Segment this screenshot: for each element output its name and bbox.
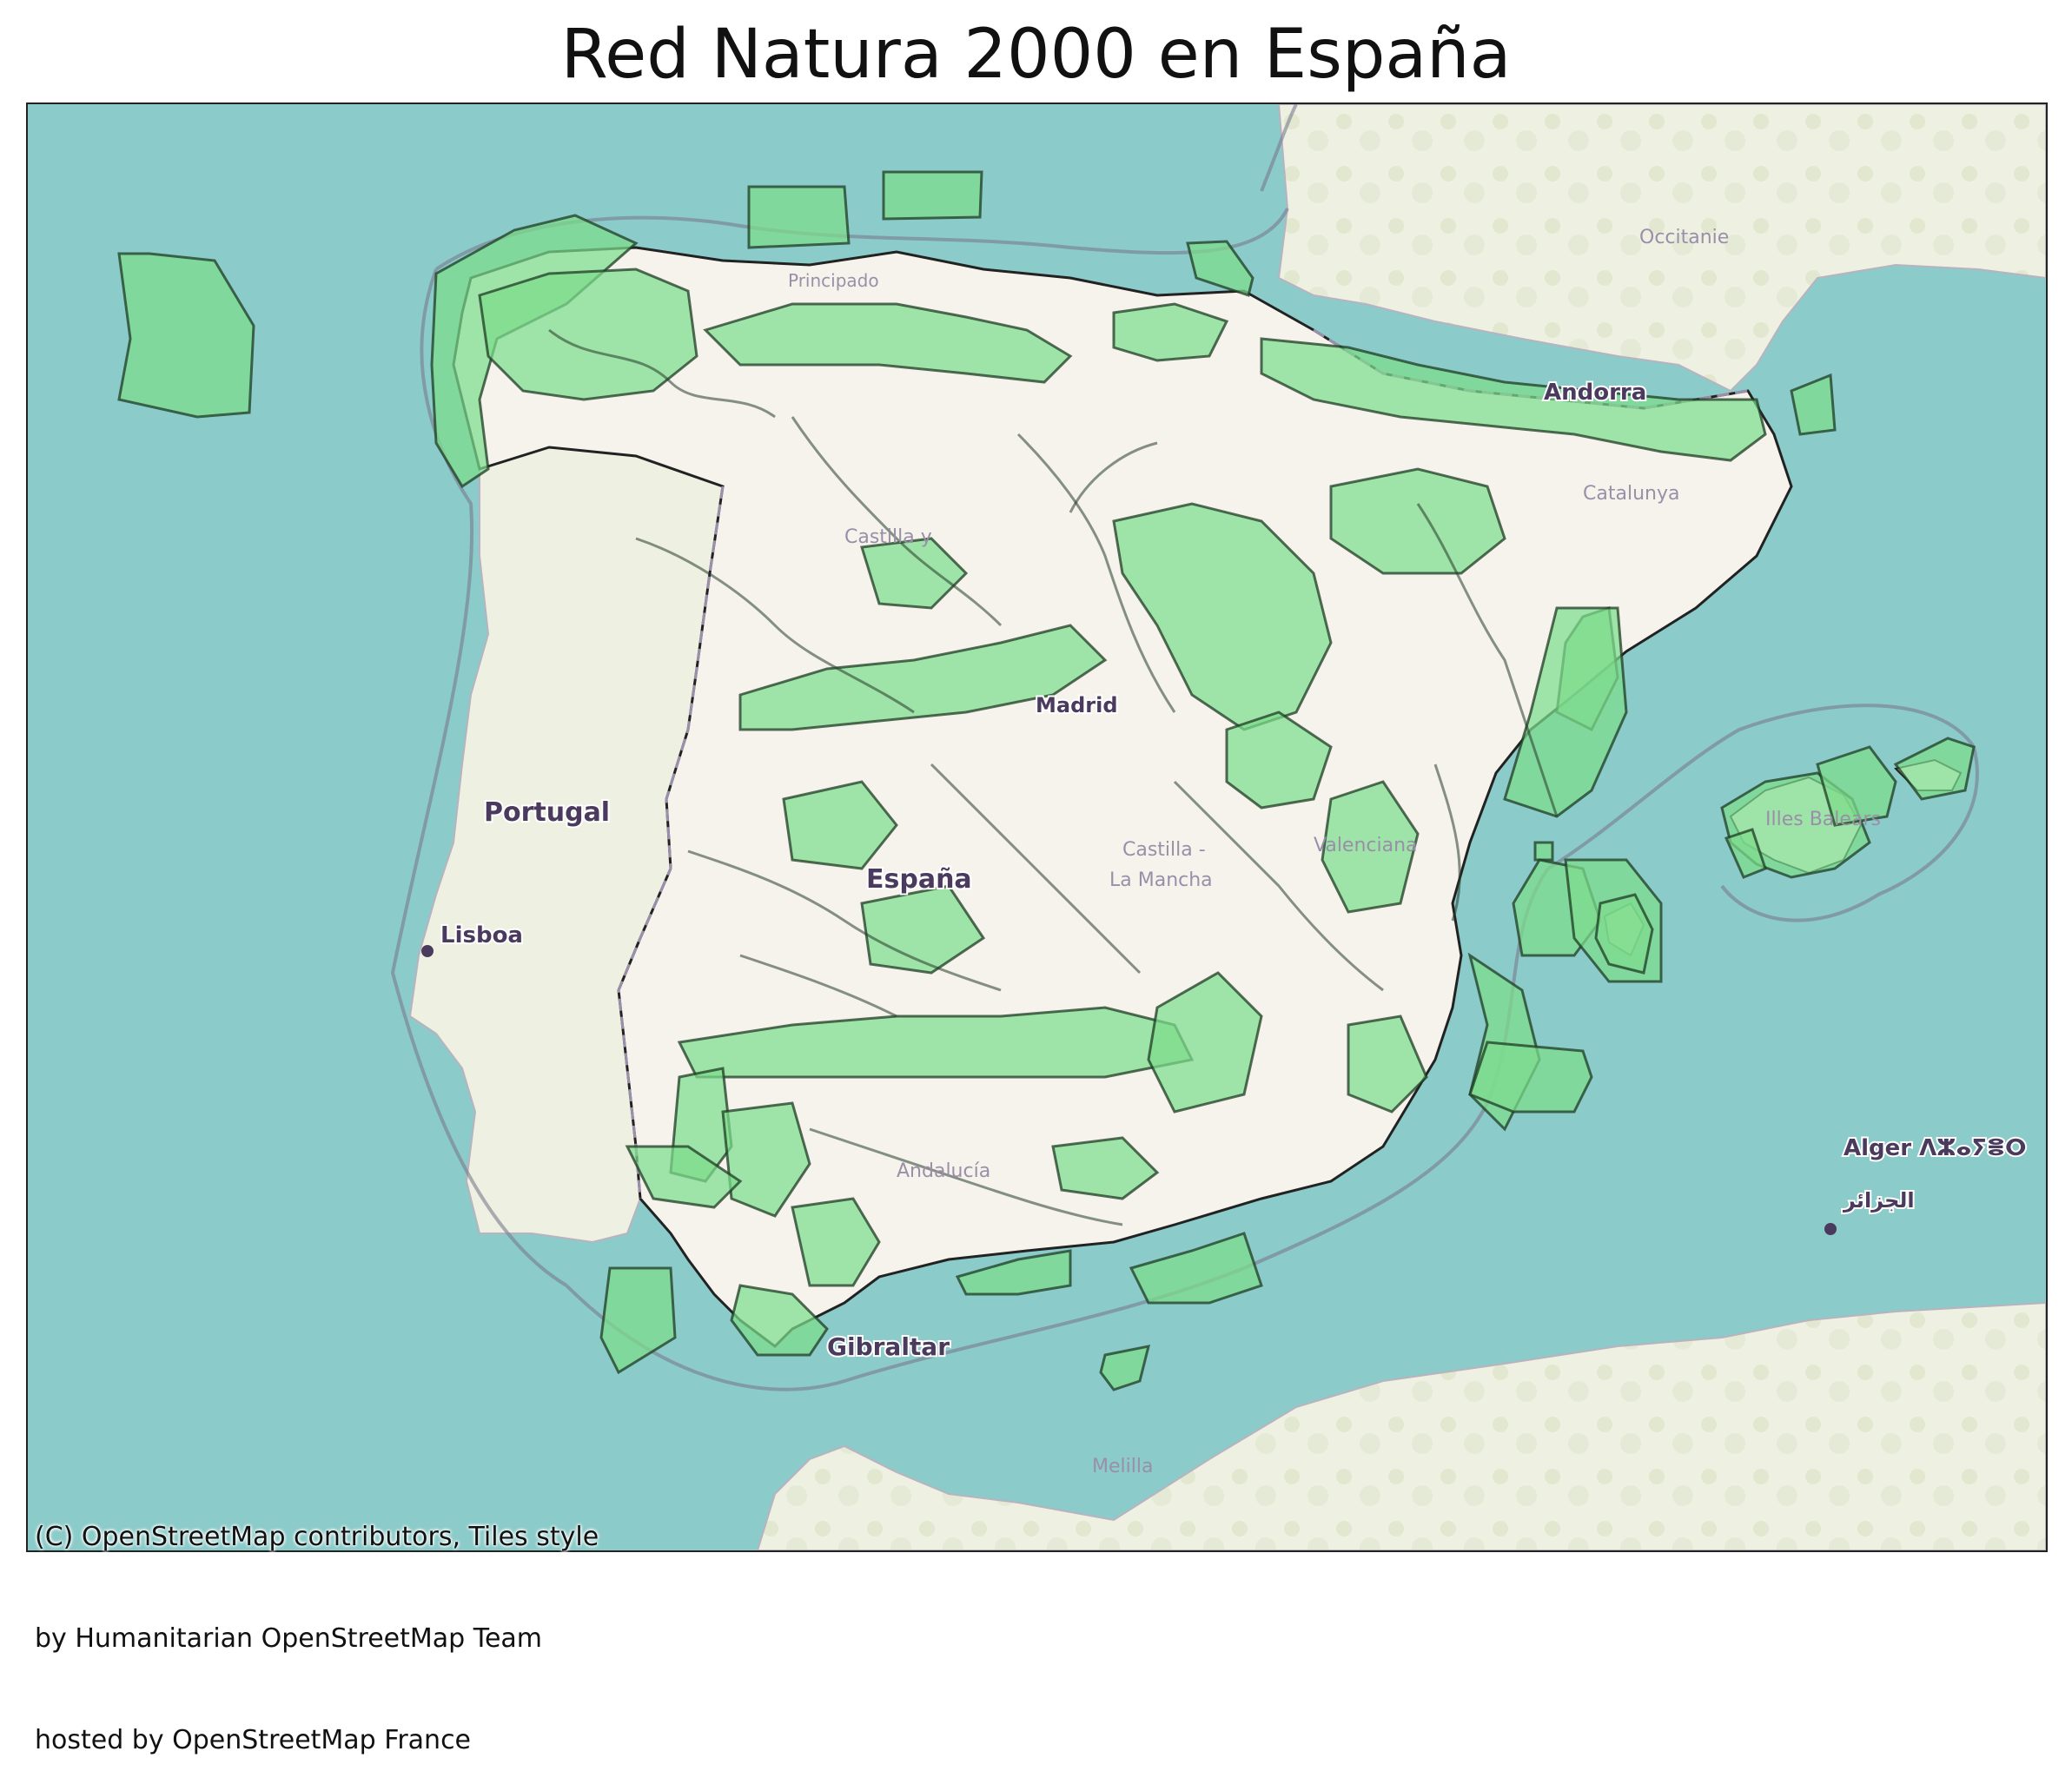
protected-area-extremadura-1[interactable]	[782, 780, 898, 870]
protected-area-cantabrian-2[interactable]	[882, 170, 983, 221]
protected-area-cuenca[interactable]	[1225, 710, 1333, 810]
country-borders	[617, 328, 1749, 1200]
label-gibraltar: Gibraltar	[827, 1332, 950, 1361]
capital-star-lisboa	[421, 945, 434, 957]
map-attribution: (C) OpenStreetMap contributors, Tiles st…	[35, 1452, 599, 1791]
habitat-outlines	[548, 328, 1559, 1226]
label-andorra: Andorra	[1544, 380, 1646, 406]
capital-star-alger	[1824, 1223, 1837, 1235]
label-illes-balears: Illes Balears	[1765, 809, 1881, 830]
protected-area-pyrenees[interactable]	[1260, 337, 1767, 462]
protected-area-levante-marine[interactable]	[1468, 1041, 1593, 1114]
map-canvas[interactable]: Portugal Lisboa España Madrid Andorra Oc…	[28, 104, 2046, 1550]
land-north-africa	[756, 1301, 2046, 1550]
protected-area-extremadura-2[interactable]	[860, 884, 986, 975]
protected-area-cantabrian-3[interactable]	[1186, 240, 1254, 297]
label-lisboa: Lisboa	[440, 922, 523, 948]
label-catalunya: Catalunya	[1583, 483, 1679, 505]
label-melilla: Melilla	[1092, 1456, 1153, 1477]
protected-area-cadiz-gulf-1[interactable]	[625, 1145, 743, 1209]
protected-area-cantabrian-range[interactable]	[703, 302, 1073, 384]
protected-area-cap-de-creus[interactable]	[1790, 373, 1837, 436]
protected-area-estrecho[interactable]	[730, 1284, 829, 1357]
label-portugal: Portugal	[484, 797, 610, 828]
protected-area-alboran[interactable]	[1099, 1345, 1151, 1391]
label-castilla-y-leon: Castilla y	[844, 526, 932, 548]
protected-area-ibiza-islands[interactable]	[1594, 893, 1654, 975]
protected-areas[interactable]	[117, 170, 1976, 1391]
protected-area-galicia-inland[interactable]	[478, 268, 698, 401]
protected-area-mallorca-north[interactable]	[1816, 745, 1897, 827]
attribution-line-3: hosted by OpenStreetMap France	[35, 1725, 472, 1755]
protected-area-columbretes[interactable]	[1533, 841, 1554, 862]
protected-area-galicia-bank[interactable]	[117, 252, 255, 419]
protected-area-valencia-inland[interactable]	[1321, 780, 1420, 914]
protected-area-sierra-nevada[interactable]	[1051, 1136, 1160, 1200]
protected-area-cazorla[interactable]	[1147, 971, 1263, 1114]
label-occitanie: Occitanie	[1639, 227, 1729, 248]
protected-area-iberian-range[interactable]	[1112, 502, 1333, 731]
attribution-line-2: by Humanitarian OpenStreetMap Team	[35, 1623, 543, 1654]
protected-area-sistema-central[interactable]	[738, 624, 1108, 731]
label-alger: Alger ⴷⵣⴰⵢⴻⵔ	[1844, 1135, 2026, 1161]
protected-area-cabrera[interactable]	[1724, 828, 1767, 879]
label-valenciana: Valenciana	[1314, 835, 1418, 856]
protected-area-menorca[interactable]	[1893, 737, 1976, 801]
land-france	[1277, 104, 2046, 393]
map-frame[interactable]: Portugal Lisboa España Madrid Andorra Oc…	[26, 102, 2048, 1552]
protected-area-murcia[interactable]	[1347, 1014, 1428, 1114]
label-asturias: Principado	[788, 270, 879, 291]
protected-area-granada-coast[interactable]	[955, 1249, 1072, 1296]
protected-area-duero[interactable]	[860, 537, 969, 610]
protected-area-cadiz-gulf-2[interactable]	[599, 1266, 677, 1375]
protected-area-cabo-de-gata[interactable]	[1129, 1232, 1263, 1305]
label-castilla-la-mancha-1: Castilla -	[1122, 839, 1206, 861]
protected-area-ebro[interactable]	[1329, 467, 1506, 575]
attribution-line-1: (C) OpenStreetMap contributors, Tiles st…	[35, 1522, 599, 1552]
label-espana: España	[866, 864, 972, 895]
label-madrid: Madrid	[1036, 693, 1118, 717]
label-castilla-la-mancha-2: La Mancha	[1109, 869, 1213, 891]
label-alger-arabic: الجزائر	[1843, 1188, 1915, 1213]
map-title: Red Natura 2000 en España	[560, 16, 1512, 94]
protected-area-cantabrian-1[interactable]	[747, 185, 851, 249]
label-andalucia: Andalucía	[897, 1160, 990, 1182]
protected-area-basque[interactable]	[1112, 302, 1229, 362]
protected-area-grazalema[interactable]	[791, 1197, 881, 1287]
